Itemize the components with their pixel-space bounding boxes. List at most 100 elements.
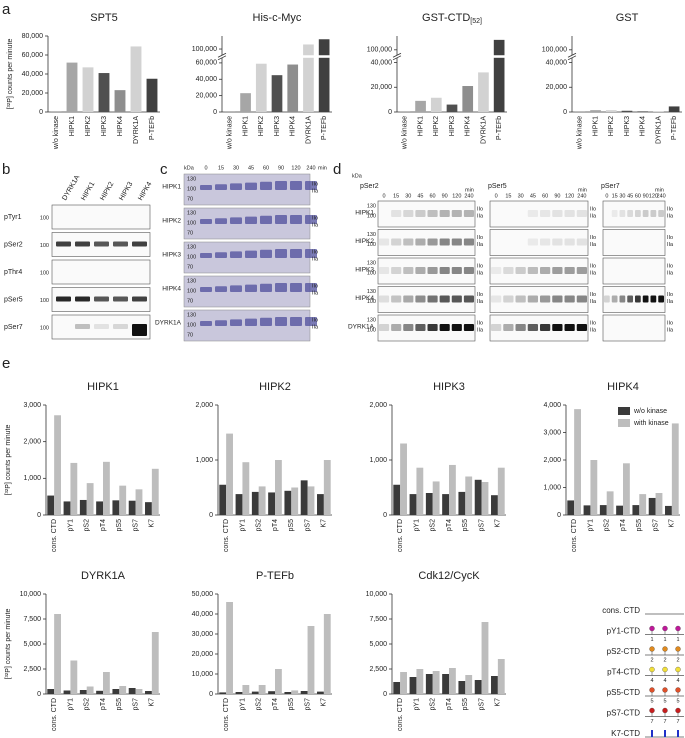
y-tick-label: 1,000 <box>369 457 387 464</box>
bar <box>114 90 126 112</box>
y-tick-label: 0 <box>209 512 213 519</box>
band <box>245 284 257 292</box>
band-label: IIo <box>312 283 318 289</box>
bar <box>54 614 61 694</box>
bar <box>432 481 440 515</box>
bar <box>103 461 110 515</box>
marker-label: 100 <box>187 220 196 226</box>
marker-label: 100 <box>40 298 49 304</box>
band-label: IIo <box>312 249 318 255</box>
band-label: IIo <box>477 206 483 212</box>
band <box>113 241 128 247</box>
x-tick-label: HIPK4 <box>117 116 124 136</box>
y-tick-label: 20,000 <box>196 92 218 99</box>
band <box>415 238 426 246</box>
bar <box>219 692 227 694</box>
band <box>427 210 438 217</box>
x-tick-label: HIPK4 <box>465 116 472 136</box>
y-tick-label: 0 <box>383 512 387 519</box>
y-tick-label: 30,000 <box>192 631 214 638</box>
x-tick-label: HIPK2 <box>433 116 440 136</box>
bar <box>300 480 308 515</box>
bar <box>271 75 283 112</box>
x-tick-label: pT4 <box>272 698 279 710</box>
lane-label: HIPK4 <box>137 181 153 202</box>
blot <box>51 204 151 230</box>
axis-break <box>393 55 507 58</box>
band <box>552 267 563 274</box>
y-tick-label: 4,000 <box>543 402 561 409</box>
ctd-site-label: 4 <box>650 678 653 684</box>
band <box>503 324 514 331</box>
ctd-label: pS7-CTD <box>607 709 641 718</box>
bar <box>70 462 78 515</box>
ctd-site-label: 1 <box>663 637 666 643</box>
band <box>290 181 302 190</box>
blot <box>489 200 589 228</box>
bar <box>442 674 449 694</box>
band-label: IIo <box>667 292 673 298</box>
bar <box>300 691 308 694</box>
ctd-site <box>662 646 668 652</box>
band-label: IIo <box>667 235 673 241</box>
band <box>215 286 227 292</box>
band-label: IIo <box>667 206 673 212</box>
x-tick-label: K7 <box>149 519 156 528</box>
ctd-site-label: 2 <box>650 657 653 663</box>
bar <box>416 669 424 694</box>
time-label: 0 <box>605 193 608 199</box>
unit-label: min <box>465 187 474 193</box>
band <box>415 267 426 274</box>
band <box>642 295 649 303</box>
row-label: DYRK1A <box>155 320 182 327</box>
x-tick-label: pS7 <box>132 698 139 711</box>
time-label: 60 <box>430 193 436 199</box>
band-label: IIa <box>590 327 597 333</box>
band <box>415 295 426 303</box>
ctd-site <box>649 707 655 714</box>
band <box>290 249 302 258</box>
marker-label: 130 <box>367 203 376 209</box>
bar <box>567 500 575 515</box>
x-tick-label: pS5 <box>462 698 469 711</box>
bar <box>240 93 251 112</box>
x-tick-label: pS7 <box>478 698 485 711</box>
x-tick-label: pS7 <box>652 519 659 532</box>
lane-label: HIPK1 <box>80 181 96 202</box>
x-tick-label: pT4 <box>446 519 453 531</box>
x-tick-label: pY1 <box>587 519 594 532</box>
bar <box>616 505 623 515</box>
band <box>576 267 587 274</box>
bar <box>317 494 324 515</box>
marker-label: 70 <box>187 332 193 338</box>
band-label: IIa <box>667 327 674 333</box>
bar <box>442 494 449 515</box>
bar <box>432 671 440 694</box>
time-label: 120 <box>565 193 574 199</box>
band <box>576 324 587 331</box>
band <box>552 238 563 246</box>
row-label: HIPK1 <box>355 210 374 217</box>
band <box>379 295 390 303</box>
time-label: 60 <box>542 193 548 199</box>
bar <box>430 97 442 112</box>
blot <box>602 229 666 256</box>
legend-label: w/o kinase <box>633 408 667 415</box>
band-label: IIa <box>312 222 319 228</box>
y-tick-label: 20,000 <box>371 84 393 91</box>
band-label: IIo <box>590 292 596 298</box>
ctd-label: pT4-CTD <box>607 668 640 677</box>
bar <box>307 486 315 515</box>
time-label: 15 <box>218 165 224 171</box>
band-label: IIo <box>477 292 483 298</box>
band-label: IIa <box>667 242 674 248</box>
row-label: DYRK1A <box>348 324 375 331</box>
bar <box>481 482 489 515</box>
x-tick-label: HIPK3 <box>624 116 631 136</box>
row-label: HIPK2 <box>162 218 181 225</box>
bar <box>47 495 55 515</box>
bar <box>112 689 120 694</box>
band <box>275 283 287 292</box>
bar <box>66 62 78 112</box>
